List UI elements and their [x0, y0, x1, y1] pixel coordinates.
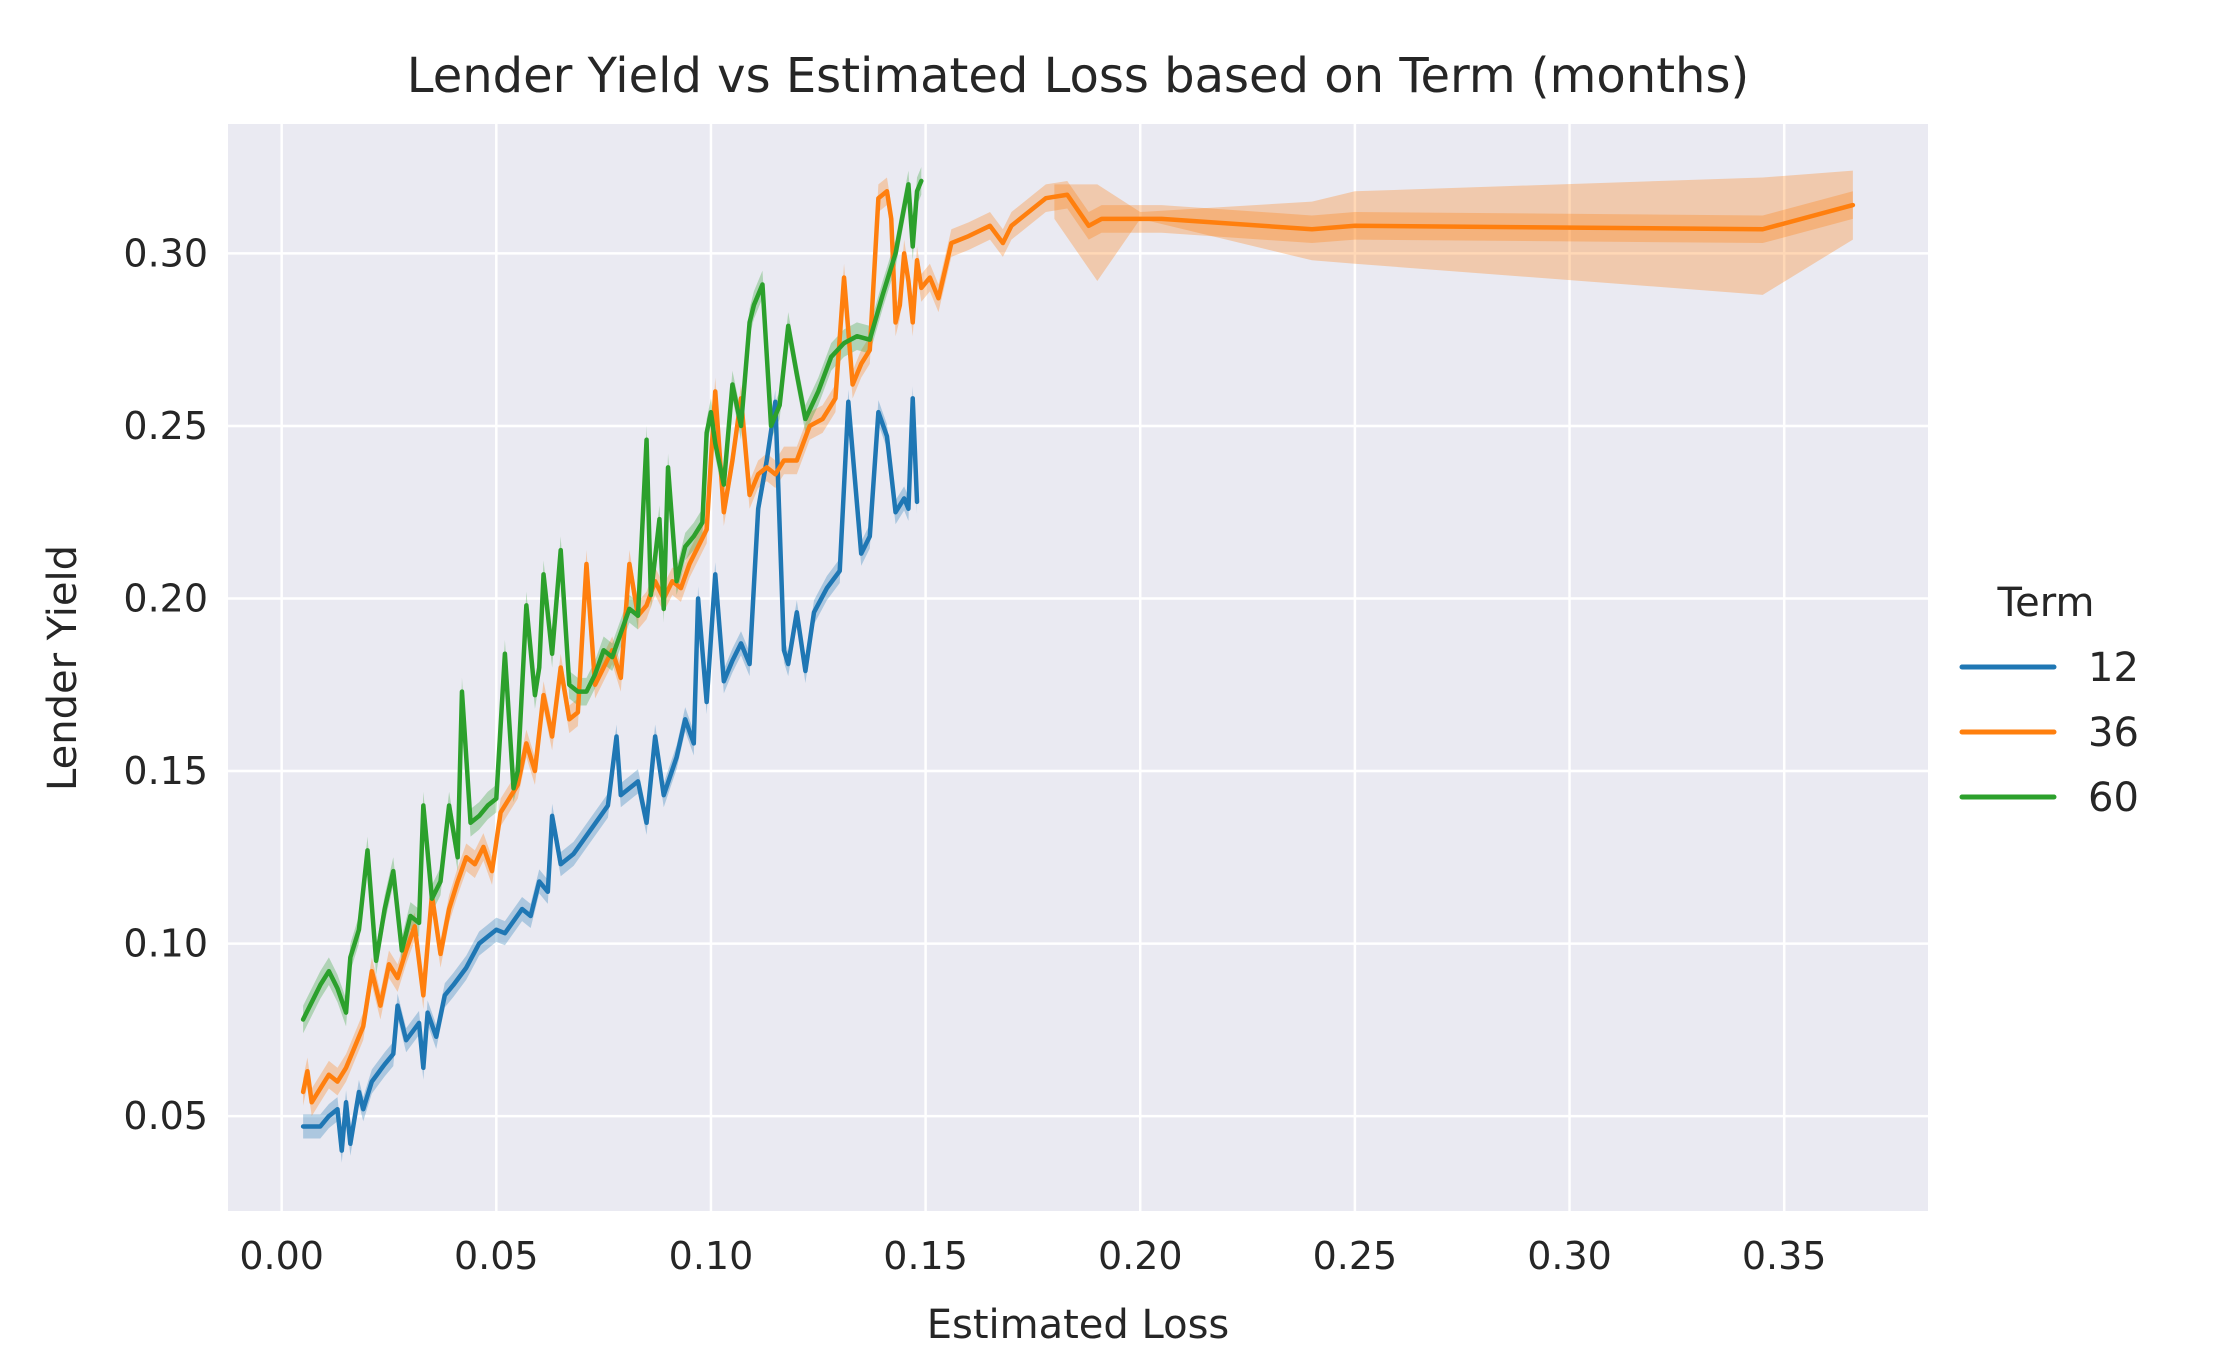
- band-36: [303, 177, 1853, 1117]
- series-lines: [300, 178, 1856, 1153]
- y-axis-label: Lender Yield: [40, 545, 86, 791]
- x-tick-1: 0.05: [454, 1234, 539, 1278]
- chart-title: Lender Yield vs Estimated Loss based on …: [407, 48, 1749, 104]
- x-tick-labels: 0.00 0.05 0.10 0.15 0.20 0.25 0.30 0.35: [239, 1234, 1826, 1278]
- legend-label-36: 36: [2088, 710, 2139, 756]
- x-tick-6: 0.30: [1527, 1234, 1612, 1278]
- legend-label-60: 60: [2088, 775, 2139, 821]
- band-wide-36: [1054, 170, 1853, 295]
- x-tick-7: 0.35: [1742, 1234, 1827, 1278]
- series-line-36: [300, 189, 1856, 1105]
- y-tick-4: 0.25: [123, 404, 208, 448]
- x-tick-0: 0.00: [239, 1234, 324, 1278]
- y-tick-2: 0.15: [123, 749, 208, 793]
- y-tick-labels: 0.05 0.10 0.15 0.20 0.25 0.30: [123, 231, 208, 1138]
- confidence-bands: [303, 167, 1853, 1163]
- x-tick-4: 0.20: [1098, 1234, 1183, 1278]
- series-line-60: [300, 178, 924, 1022]
- x-tick-2: 0.10: [669, 1234, 754, 1278]
- y-tick-0: 0.05: [123, 1094, 208, 1138]
- x-axis-label: Estimated Loss: [927, 1302, 1230, 1348]
- x-tick-3: 0.15: [883, 1234, 968, 1278]
- legend: Term 12 36 60: [1959, 580, 2139, 821]
- legend-label-12: 12: [2088, 645, 2139, 691]
- y-tick-5: 0.30: [123, 231, 208, 275]
- y-tick-1: 0.10: [123, 922, 208, 966]
- plot-background: [228, 124, 1928, 1211]
- y-tick-3: 0.20: [123, 576, 208, 620]
- series-line-12: [300, 396, 920, 1153]
- legend-title: Term: [1997, 580, 2095, 626]
- x-tick-5: 0.25: [1313, 1234, 1398, 1278]
